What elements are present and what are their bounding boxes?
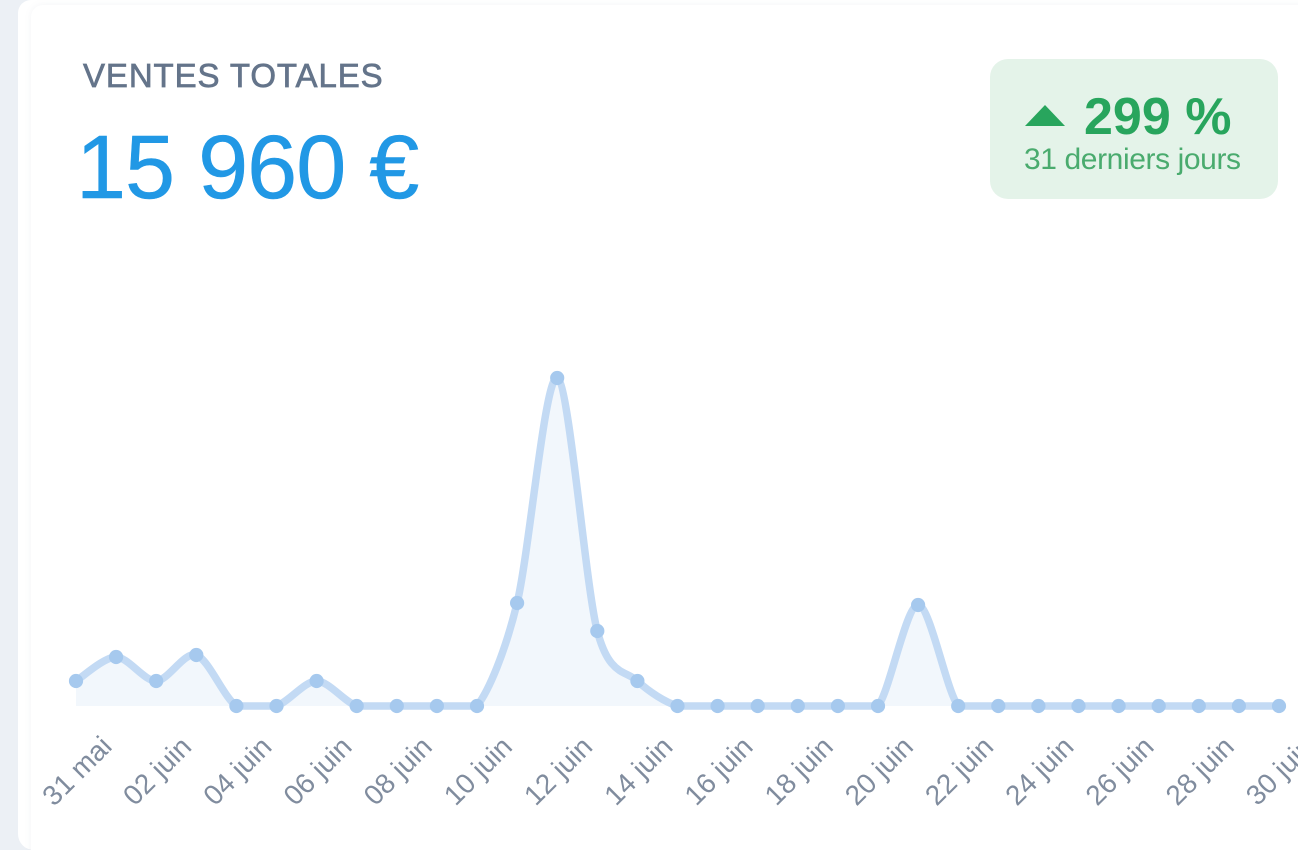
svg-text:18 juin: 18 juin bbox=[759, 731, 839, 811]
svg-text:30 juin: 30 juin bbox=[1240, 731, 1298, 811]
svg-text:08 juin: 08 juin bbox=[358, 731, 438, 811]
svg-text:31 mai: 31 mai bbox=[36, 730, 117, 811]
svg-text:06 juin: 06 juin bbox=[277, 731, 357, 811]
svg-text:02 juin: 02 juin bbox=[117, 731, 197, 811]
svg-text:16 juin: 16 juin bbox=[678, 731, 758, 811]
svg-text:04 juin: 04 juin bbox=[197, 731, 277, 811]
svg-text:22 juin: 22 juin bbox=[919, 731, 999, 811]
svg-text:10 juin: 10 juin bbox=[438, 731, 518, 811]
svg-text:24 juin: 24 juin bbox=[999, 731, 1079, 811]
svg-text:14 juin: 14 juin bbox=[598, 731, 678, 811]
svg-text:26 juin: 26 juin bbox=[1079, 731, 1159, 811]
svg-text:12 juin: 12 juin bbox=[518, 731, 598, 811]
svg-text:28 juin: 28 juin bbox=[1160, 731, 1240, 811]
svg-text:20 juin: 20 juin bbox=[839, 731, 919, 811]
